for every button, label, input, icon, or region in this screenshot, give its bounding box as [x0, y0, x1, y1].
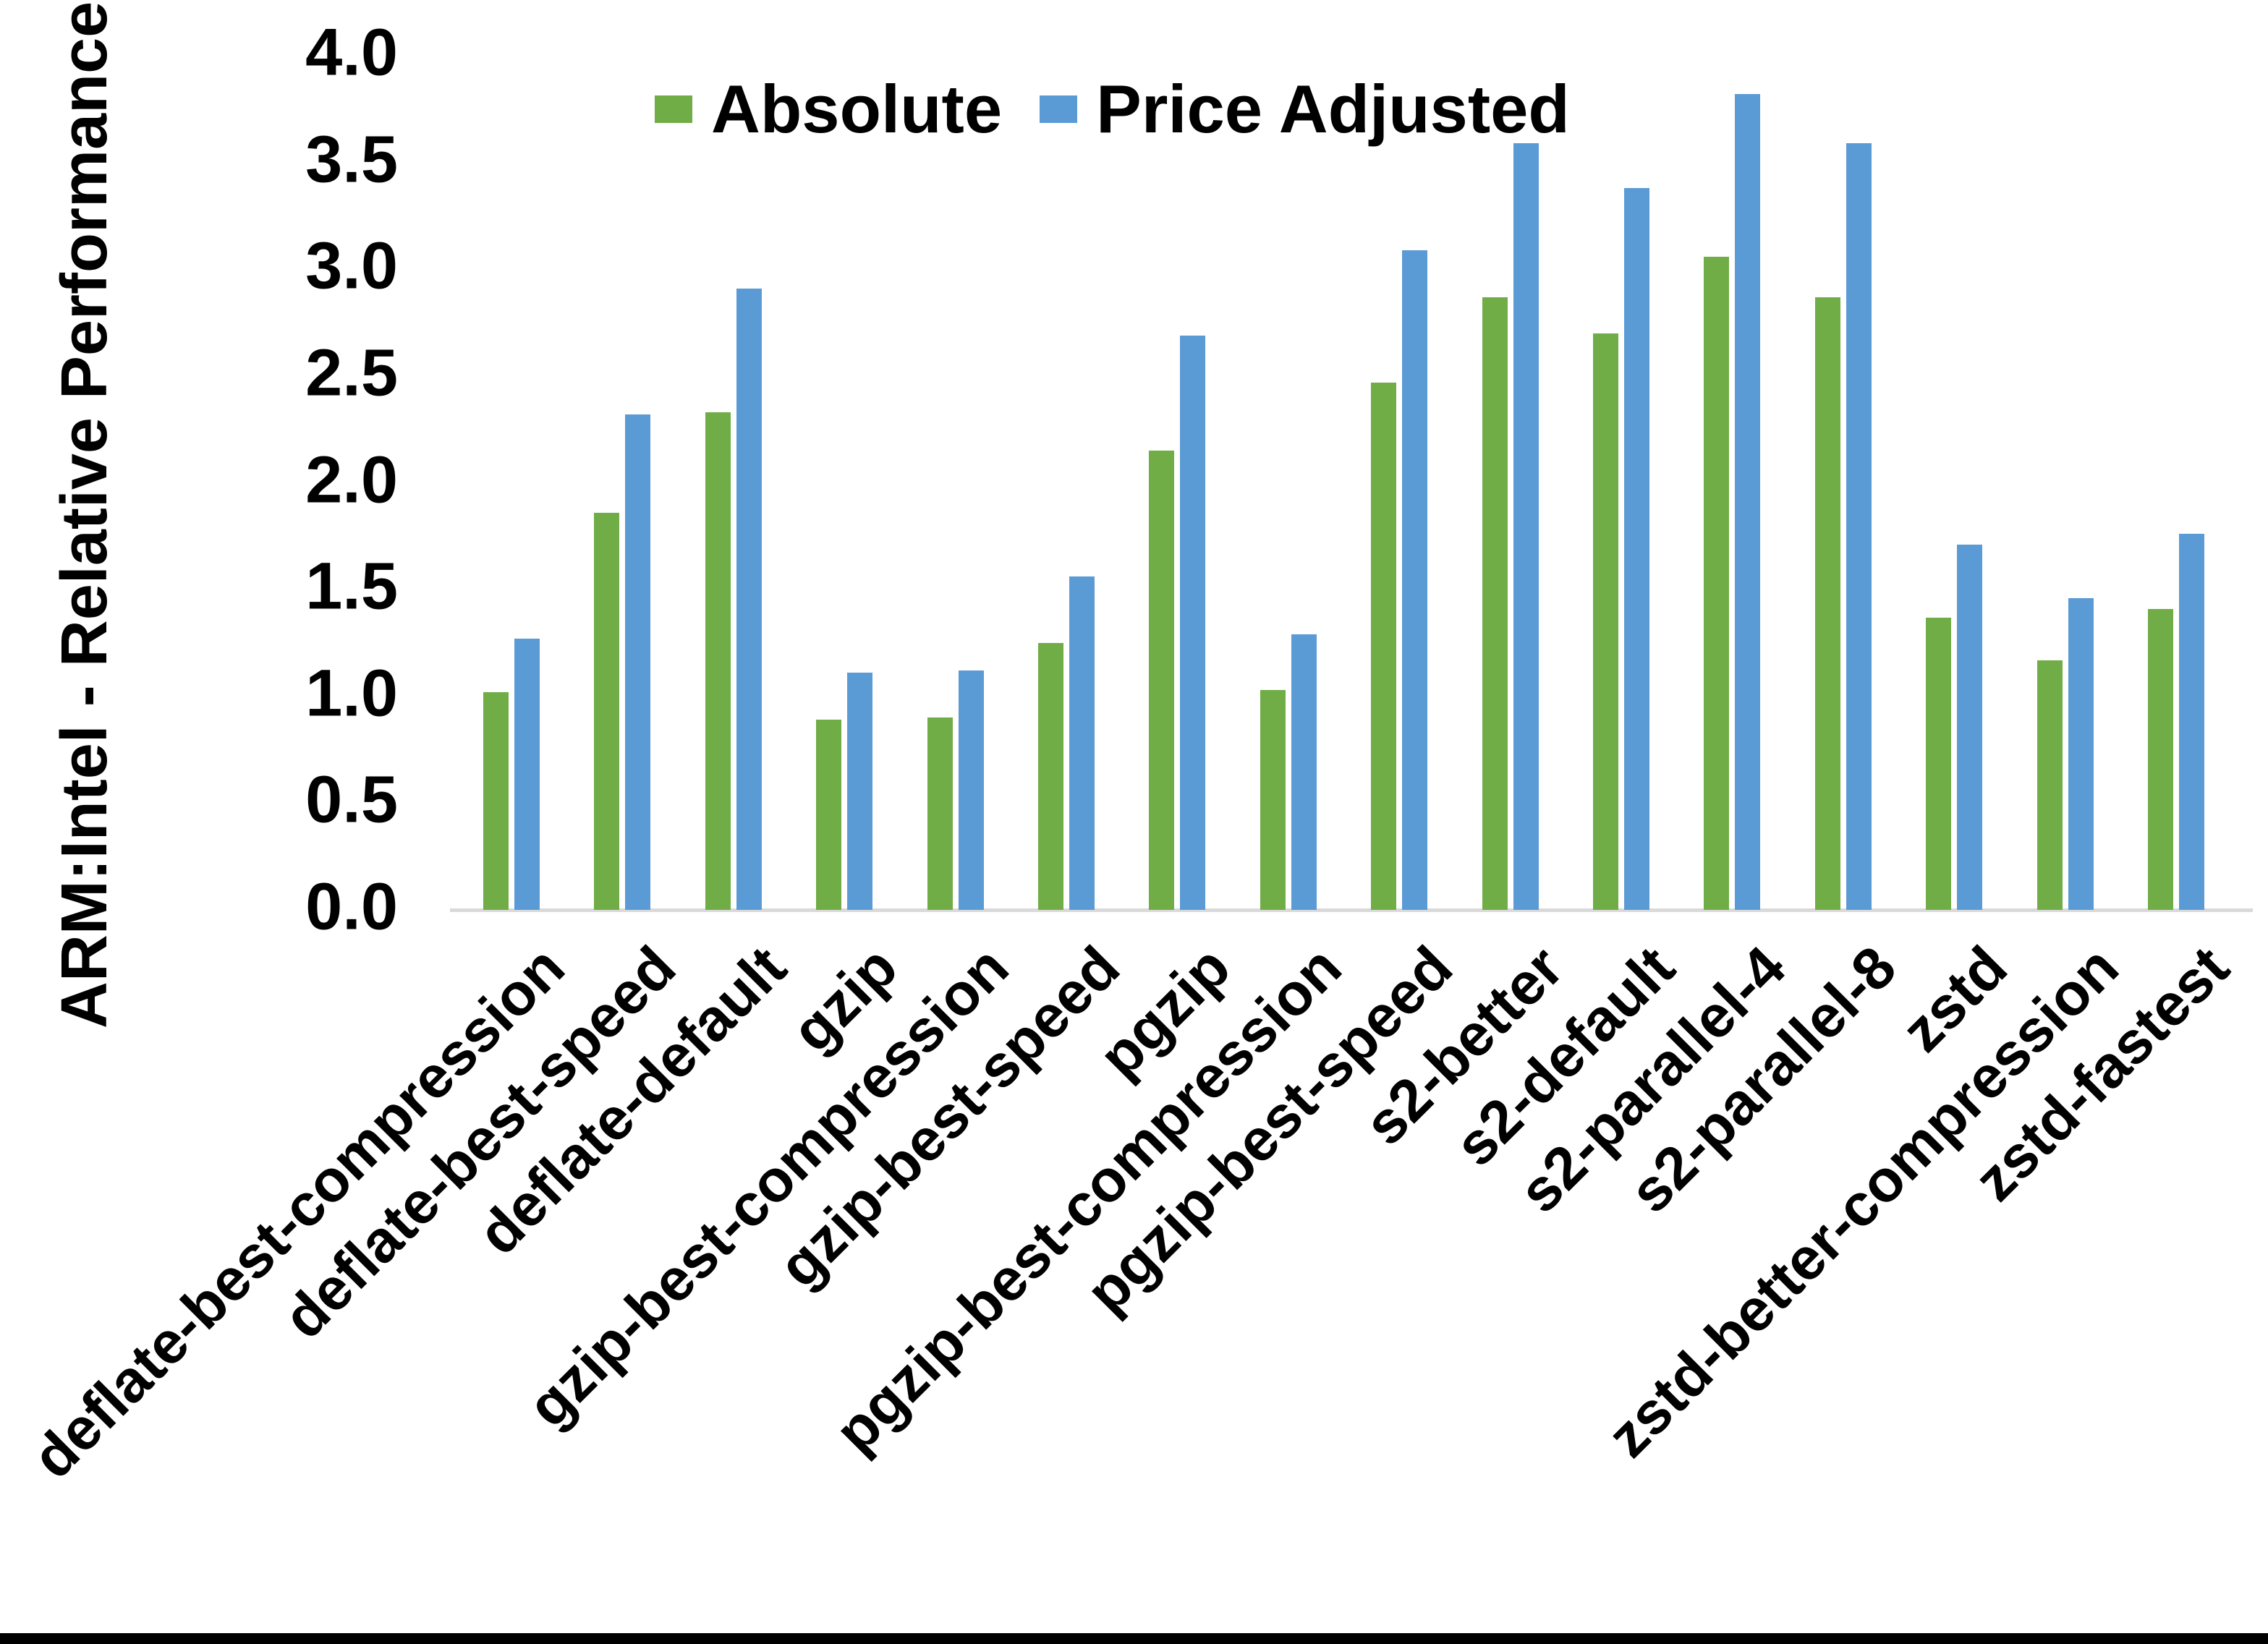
bar-price-adjusted-gzip-best-compression: [958, 670, 984, 910]
bar-price-adjusted-deflate-best-speed: [625, 414, 651, 910]
y-tick-label: 0.5: [305, 762, 398, 837]
bar-price-adjusted-pgzip: [1180, 335, 1206, 910]
bar-price-adjusted-pgzip-best-speed: [1402, 250, 1428, 910]
legend-item-price-adjusted: Price Adjusted: [1040, 75, 1570, 143]
bar-price-adjusted-s2-default: [1624, 188, 1649, 910]
legend-swatch-absolute: [655, 95, 692, 123]
legend: Absolute Price Adjusted: [655, 75, 1570, 143]
bar-absolute-s2-parallel-8: [1814, 297, 1840, 910]
y-tick-label: 3.5: [305, 122, 398, 197]
y-tick-label: 2.0: [305, 442, 398, 516]
bar-price-adjusted-zstd-fastest: [2179, 534, 2204, 910]
plot-area: [450, 56, 2253, 912]
y-tick-label: 2.5: [305, 336, 398, 410]
bar-absolute-zstd: [1926, 617, 1952, 910]
legend-label-absolute: Absolute: [711, 71, 1003, 147]
legend-swatch-price-adjusted: [1040, 95, 1078, 123]
bar-absolute-pgzip-best-speed: [1371, 382, 1397, 910]
y-tick-label: 3.0: [305, 229, 398, 303]
y-tick-label: 1.5: [305, 549, 398, 623]
bar-price-adjusted-zstd-better-compression: [2068, 597, 2094, 910]
bar-absolute-gzip-best-compression: [927, 717, 953, 910]
y-tick-label: 1.0: [305, 656, 398, 731]
bar-absolute-zstd-better-compression: [2036, 660, 2063, 910]
bar-price-adjusted-s2-better: [1513, 143, 1539, 910]
bar-absolute-zstd-fastest: [2148, 608, 2173, 910]
bar-price-adjusted-deflate-default: [736, 288, 762, 910]
bar-price-adjusted-gzip-best-speed: [1069, 576, 1095, 910]
bar-price-adjusted-gzip: [847, 673, 873, 910]
bar-price-adjusted-deflate-best-compression: [514, 639, 540, 910]
bar-price-adjusted-pgzip-best-compression: [1291, 634, 1317, 910]
y-axis-title-text: ARM:Intel - Relative Performance: [48, 1, 121, 1029]
legend-label-price-adjusted: Price Adjusted: [1096, 71, 1570, 147]
bar-price-adjusted-s2-parallel-8: [1846, 143, 1872, 910]
bar-absolute-deflate-best-speed: [594, 512, 620, 910]
x-axis-line: [450, 908, 2253, 912]
legend-item-absolute: Absolute: [655, 75, 1002, 143]
bar-price-adjusted-s2-parallel-4: [1735, 94, 1761, 910]
bar-absolute-deflate-default: [705, 412, 731, 910]
bar-absolute-deflate-best-compression: [483, 691, 509, 910]
y-tick-label: 4.0: [305, 15, 398, 90]
bar-absolute-s2-default: [1593, 333, 1618, 910]
bottom-border-bar: [0, 1633, 2268, 1644]
bar-absolute-s2-better: [1482, 297, 1508, 910]
bar-absolute-pgzip-best-compression: [1260, 689, 1286, 910]
bar-absolute-s2-parallel-4: [1704, 256, 1730, 910]
bar-absolute-gzip: [816, 720, 842, 910]
bar-absolute-pgzip: [1149, 451, 1175, 910]
y-tick-label: 0.0: [305, 869, 398, 944]
bar-absolute-gzip-best-speed: [1038, 642, 1063, 910]
bar-price-adjusted-zstd: [1957, 545, 1983, 910]
